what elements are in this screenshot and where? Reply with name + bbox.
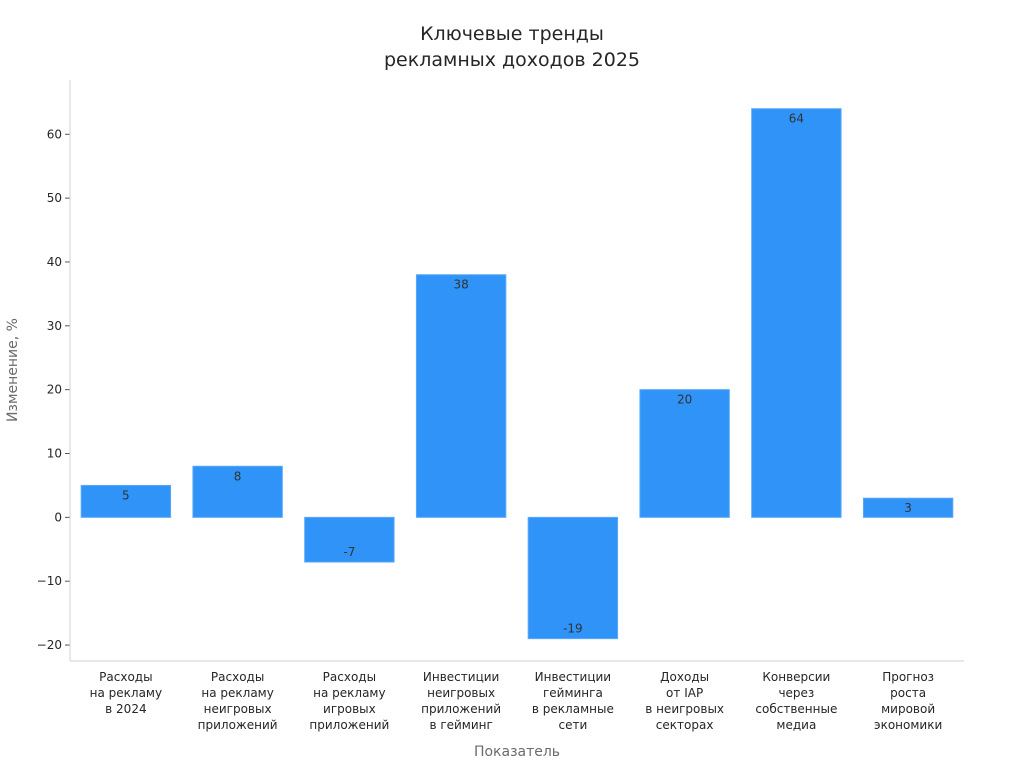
y-tick-label: 10	[47, 447, 62, 461]
y-tick-label: 20	[47, 383, 62, 397]
x-tick-label: Конверсии через собственные медиа	[755, 670, 837, 732]
x-tick-label: Инвестиции гейминга в рекламные сети	[532, 670, 614, 732]
y-tick-label: −20	[37, 638, 62, 652]
bar	[80, 484, 172, 518]
bar	[639, 389, 730, 518]
bar-value-label: 20	[677, 393, 692, 407]
bar-value-label: 5	[122, 488, 130, 502]
y-tick-label: 0	[54, 510, 62, 524]
bar	[751, 108, 842, 518]
bars	[80, 108, 954, 640]
bar-value-label: -7	[343, 545, 355, 559]
bar	[862, 497, 954, 518]
x-tick-label: Доходы от IAP в неигровых секторах	[645, 670, 724, 732]
bar-value-label: 38	[453, 278, 468, 292]
x-tick-label: Расходы на рекламу в 2024	[90, 670, 162, 716]
chart-title-line-2: рекламных доходов 2025	[384, 49, 640, 71]
bar-value-label: -19	[563, 622, 583, 636]
x-axis-label: Показатель	[474, 744, 560, 760]
x-axis-category-labels: Расходы на рекламу в 2024 Расходы на рекламу…	[90, 670, 943, 732]
data-labels: 5 8 -7 38 -19 20 64 3	[122, 112, 912, 636]
bar	[527, 516, 619, 640]
bar-value-label: 3	[904, 501, 912, 515]
x-tick-label: Инвестиции неигровых приложений в гейминг	[421, 670, 501, 732]
y-tick-label: 30	[47, 319, 62, 333]
x-tick-label: Расходы на рекламу неигровых приложений	[198, 670, 278, 732]
x-tick-label: Прогноз роста мировой экономики	[874, 670, 942, 732]
x-tick-label: Расходы на рекламу игровых приложений	[309, 670, 389, 732]
bar	[192, 465, 283, 518]
bar	[415, 274, 507, 518]
bar-value-label: 8	[234, 469, 242, 483]
y-tick-label: 60	[47, 127, 62, 141]
y-axis-label: Изменение, %	[5, 318, 21, 422]
chart-title-line-1: Ключевые тренды	[420, 23, 604, 45]
bar-value-label: 64	[789, 112, 804, 126]
chart-title: Ключевые тренды рекламных доходов 2025	[384, 23, 640, 71]
y-tick-label: −10	[37, 574, 62, 588]
bar	[304, 516, 395, 563]
y-axis-ticks: −20 −10 0 10 20 30 40 50 60	[37, 127, 70, 652]
y-tick-label: 40	[47, 255, 62, 269]
y-tick-label: 50	[47, 191, 62, 205]
